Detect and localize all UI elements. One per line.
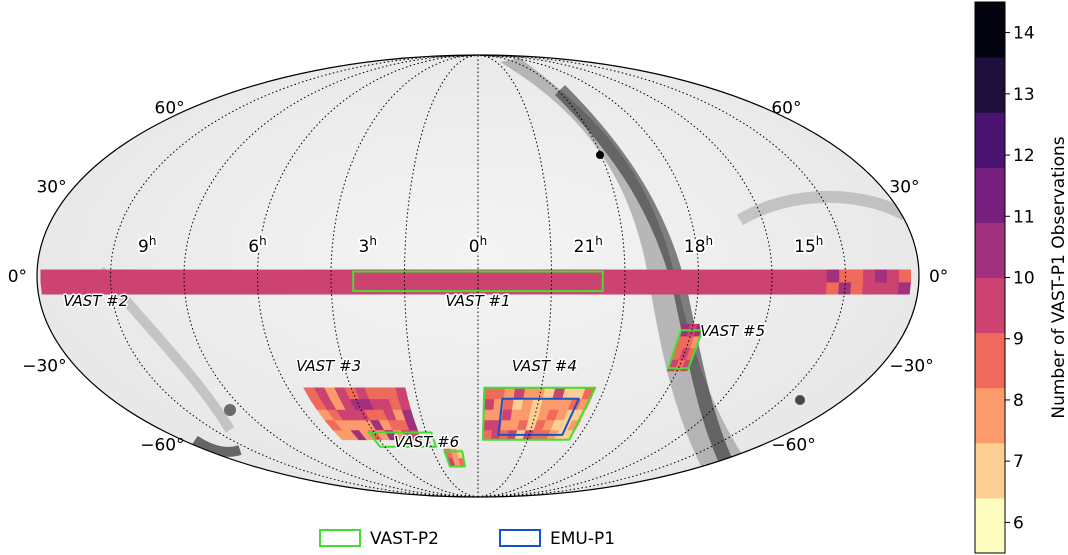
dec-tick-labels: 60° 60° 30° 30° 0° 0° −30° −30° −60° −60° (8, 99, 949, 456)
ra-label-sup: h (259, 234, 267, 248)
field-cell (897, 281, 911, 295)
field-cell (898, 269, 911, 283)
ra-gridline (477, 54, 847, 498)
map-border (36, 54, 920, 498)
colorbar-tick-label: 12 (1013, 146, 1035, 166)
field-label: VAST #6 (394, 433, 459, 451)
field-label: VAST #5 (700, 322, 765, 340)
field-labels: VAST #1 VAST #2 VAST #3 VAST #4 VAST #5 VAST … (62, 291, 767, 453)
field-cell (512, 387, 526, 400)
colorbar-tick-label: 14 (1013, 24, 1035, 44)
vast-p2-outline (368, 431, 437, 448)
dec-label-right: 30° (889, 178, 919, 198)
colorbar-tick-label: 8 (1013, 391, 1024, 411)
field-cell (503, 387, 515, 400)
colorbar-cell (975, 167, 1005, 223)
ra-gridline (477, 54, 553, 498)
colorbar-tick-label: 10 (1013, 269, 1035, 289)
field-cell (862, 269, 876, 283)
field-cell (499, 419, 511, 431)
ra-label: 15h (794, 234, 823, 257)
ra-label-sup: h (706, 234, 714, 248)
colorbar-cell (975, 387, 1005, 444)
field-label: VAST #3 (296, 357, 361, 375)
field-cell (825, 281, 840, 295)
colorbar-tick-label: 7 (1013, 452, 1024, 472)
field-cell (511, 398, 524, 410)
colorbar-cell (975, 222, 1005, 278)
dec-label-left: −30° (22, 356, 66, 376)
dec-label-right: −60° (771, 435, 815, 455)
dec-label-right: 60° (771, 99, 801, 119)
ra-gridline (183, 54, 479, 498)
colorbar-cell (975, 497, 1005, 554)
field-cell (500, 409, 513, 421)
field-cell (522, 387, 536, 400)
survey-outlines (352, 270, 704, 468)
field-cell (886, 269, 899, 283)
colorbar-cell (975, 2, 1005, 58)
colorbar-tick-label: 6 (1013, 513, 1024, 533)
field-cell (885, 281, 899, 295)
ra-gridline (477, 54, 773, 498)
field-vast-2 (40, 269, 911, 295)
colorbar-tick-label: 9 (1013, 330, 1024, 350)
field-cell (873, 281, 888, 295)
vast-p2-outline (352, 270, 604, 293)
field-cell (874, 269, 888, 283)
ra-label-sup: h (149, 234, 157, 248)
colorbar-cell (975, 57, 1005, 113)
vast-p2-outline (443, 450, 466, 468)
colorbar-cell (975, 277, 1005, 334)
legend-label: VAST-P2 (370, 529, 439, 549)
field-cell (849, 281, 864, 295)
field-cell (493, 387, 505, 400)
colorbar-tick-label: 11 (1013, 207, 1035, 227)
field-label: VAST #2 (63, 292, 128, 310)
ra-gridline (330, 54, 479, 498)
field-cell (483, 398, 495, 410)
field-cell (482, 419, 493, 431)
ra-label-sup: h (816, 234, 824, 248)
emu-p1-outline (497, 397, 580, 436)
vast-p2-outline (667, 329, 704, 370)
ra-label-sup: h (480, 234, 488, 248)
ra-gridline (477, 54, 626, 498)
ra-label-sup: h (369, 234, 377, 248)
colorbar: 6 7 8 9 10 11 12 13 14 Number of VAST-P1 Observat… (974, 1, 1068, 554)
dec-label-left: 0° (8, 267, 27, 287)
dec-label-right: 0° (929, 267, 948, 287)
field-cell (303, 387, 321, 400)
ra-gridline (403, 54, 479, 498)
graticule (109, 54, 847, 498)
dec-label-right: −30° (889, 356, 933, 376)
dec-label-left: −60° (140, 435, 184, 455)
legend-swatch (319, 529, 361, 547)
legend-swatch (499, 529, 541, 547)
field-label: VAST #4 (512, 357, 577, 375)
colorbar-cell (975, 112, 1005, 168)
legend: VAST-P2 EMU-P1 (319, 529, 615, 549)
ra-label-sup: h (595, 234, 603, 248)
dec-label-left: 30° (36, 178, 66, 198)
field-cell (483, 409, 494, 421)
field-label: VAST #1 (445, 292, 510, 310)
field-cell (850, 269, 864, 283)
ra-gridline (109, 54, 479, 498)
colorbar-cell (975, 332, 1005, 389)
field-cell (483, 387, 495, 400)
field-cell (502, 398, 514, 410)
vast-p2-outline (481, 386, 597, 441)
field-cell (482, 429, 493, 441)
colorbar-tick-label: 13 (1013, 85, 1035, 105)
field-cell (826, 269, 840, 283)
field-cell (861, 281, 876, 295)
legend-label: EMU-P1 (550, 529, 615, 549)
dec-label-left: 60° (155, 99, 185, 119)
colorbar-cell (975, 442, 1005, 499)
colorbar-label: Number of VAST-P1 Observations (1049, 136, 1068, 418)
